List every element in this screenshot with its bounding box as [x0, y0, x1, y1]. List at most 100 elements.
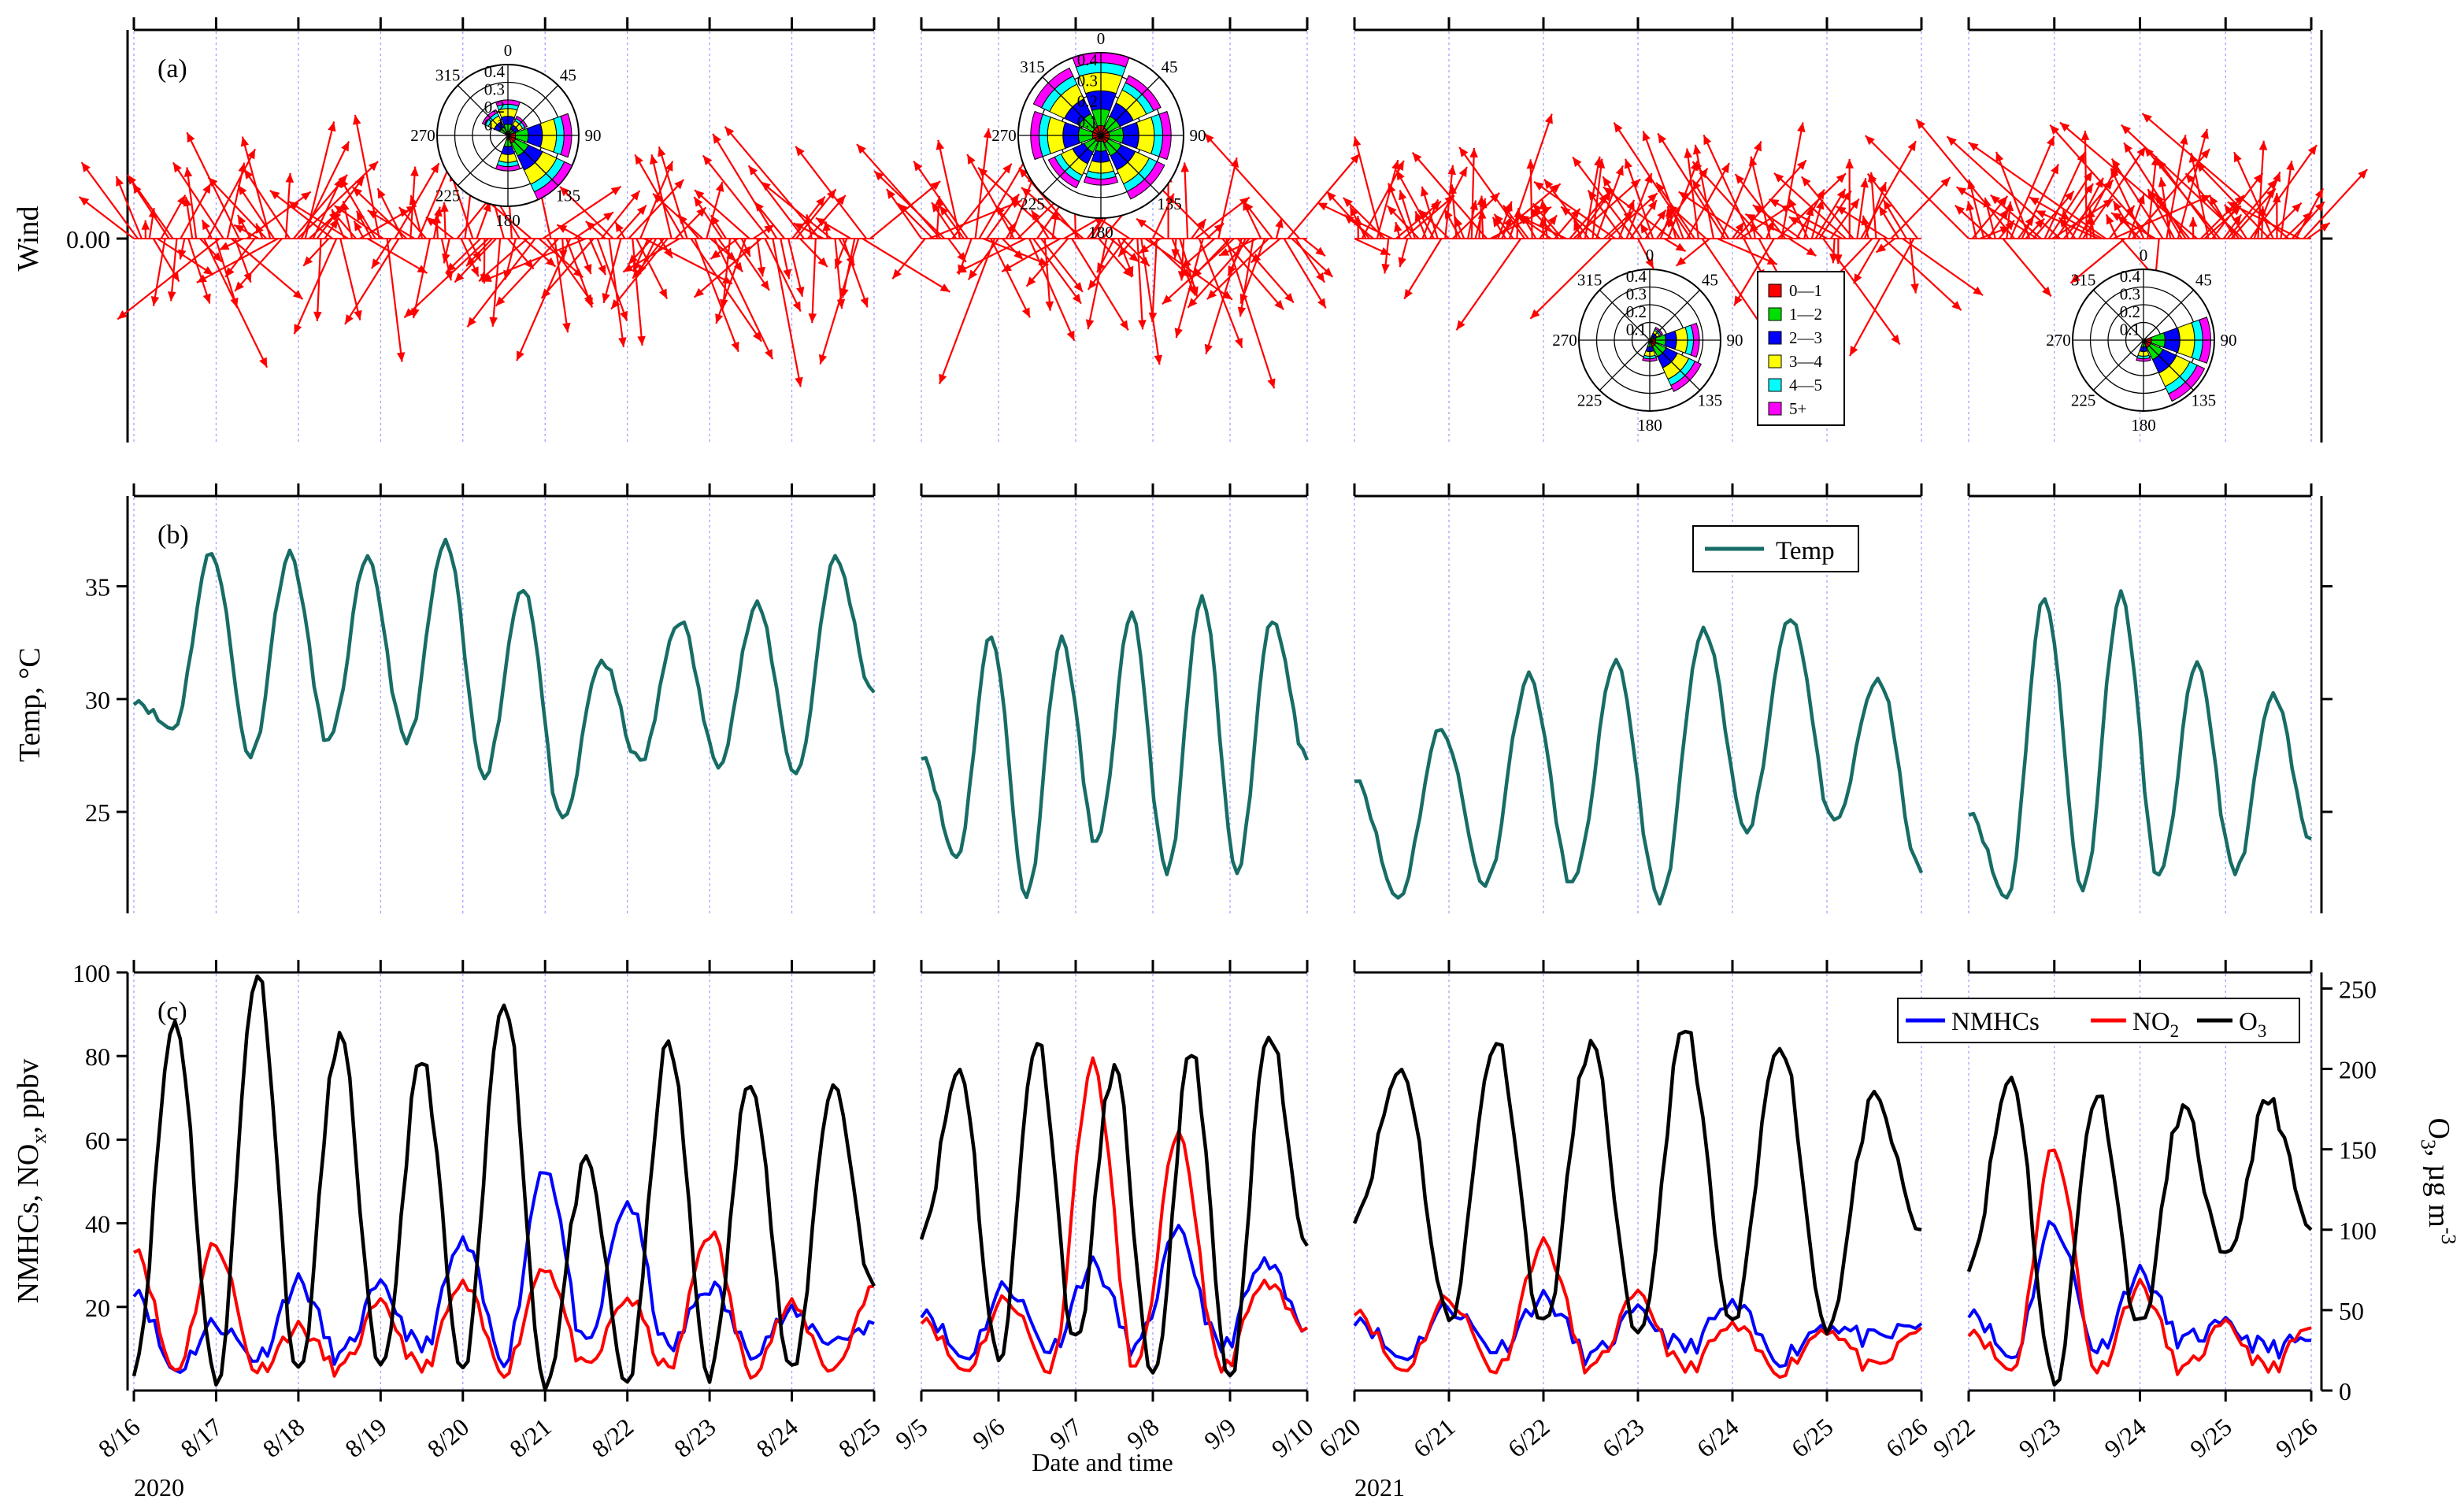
wind-vector-head — [1666, 217, 1676, 228]
wind-vector-head — [1754, 141, 1762, 152]
wind-vector — [237, 184, 276, 239]
wind-vector-head — [2273, 172, 2281, 183]
wind-vector-head — [288, 201, 299, 210]
wind-vector-head — [815, 217, 826, 227]
wind-vector-head — [1388, 183, 1396, 194]
wind-vector — [610, 238, 669, 310]
wind-vector-head — [203, 266, 213, 275]
wind-vector-head — [796, 286, 805, 297]
wind-vector-head — [1421, 186, 1429, 197]
x-tick-label: 6/26 — [1880, 1413, 1933, 1463]
temp-ytick-label: 35 — [85, 573, 110, 602]
wind-vector-head — [368, 161, 379, 172]
wind-vector-head — [1668, 204, 1678, 214]
wind-vector-head — [857, 144, 866, 154]
wind-vector-head — [116, 176, 124, 187]
wind-vector — [1087, 238, 1108, 330]
wind-vector-head — [1624, 158, 1632, 169]
wind-vector-head — [650, 154, 658, 165]
wind-vector-head — [1769, 198, 1780, 208]
wind-vector — [974, 128, 990, 239]
wind-vector-head — [430, 163, 439, 174]
wind-vector-head — [559, 186, 570, 197]
wind-vector-head — [1876, 243, 1887, 253]
wind-vector-head — [2059, 122, 2070, 132]
wind-vector-head — [1640, 223, 1649, 234]
wind-vector-head — [615, 222, 624, 233]
wind-vector-head — [1615, 165, 1624, 176]
wind-vector-head — [240, 136, 250, 147]
wind-vector-head — [731, 341, 739, 352]
wind-vector-head — [603, 212, 613, 221]
wind-vector-head — [1326, 191, 1336, 202]
wind-vector — [787, 238, 804, 297]
wind-vector-head — [2077, 152, 2085, 163]
rose-direction-label: 225 — [1577, 391, 1603, 409]
wind-vector-head — [1021, 307, 1030, 318]
wind-vector-head — [1503, 217, 1512, 228]
wind-vector-head — [1692, 161, 1703, 172]
rose-spoke — [457, 84, 509, 136]
wind-vector-head — [1951, 301, 1962, 311]
wind-vector-head — [2258, 206, 2267, 216]
wind-vector-head — [822, 221, 831, 231]
wind-vector-head — [818, 354, 828, 365]
wind-vector — [1239, 238, 1254, 317]
label-part: , µg m — [2422, 1150, 2455, 1228]
wind-vector — [1162, 238, 1235, 306]
chem-ytick-label: 40 — [85, 1210, 110, 1239]
wind-vector-head — [1692, 144, 1702, 155]
wind-vector — [1470, 147, 1476, 239]
wind-vector-head — [371, 258, 380, 269]
rose-direction-label: 180 — [2131, 416, 2156, 435]
wind-vector — [1325, 191, 1371, 239]
rose-ring-label: 0.4 — [1077, 50, 1099, 69]
wind-vector — [1444, 165, 1454, 239]
wind-vector-head — [995, 205, 1005, 216]
wind-vector-head — [2110, 168, 2119, 179]
wind-vector-head — [183, 167, 193, 177]
label-subscript: 3 — [2417, 1139, 2440, 1150]
wind-vector-head — [410, 166, 419, 176]
wind-vector-head — [585, 220, 596, 231]
wind-vector — [2280, 160, 2293, 239]
legend-speed-label: 1—2 — [1789, 305, 1822, 324]
wind-vector-head — [170, 271, 180, 282]
wind-vector — [196, 238, 279, 283]
wind-vector-head — [1469, 147, 1478, 157]
temp-axis-label: Temp, °C — [13, 647, 46, 762]
wind-vector-head — [1502, 205, 1513, 216]
wind-vector — [2227, 201, 2300, 239]
wind-vector-head — [1735, 174, 1745, 184]
wind-vector-head — [1395, 161, 1404, 172]
rose-direction-label: 45 — [1161, 57, 1177, 76]
wind-vector-head — [1456, 320, 1465, 331]
rose-direction-label: 45 — [1702, 271, 1718, 290]
wind-vector-head — [1097, 262, 1106, 273]
wind-vector — [811, 238, 817, 324]
wind-vector — [1642, 131, 1684, 239]
wind-vector-head — [1573, 220, 1582, 231]
wind-vector-head — [1850, 346, 1858, 356]
wind-vector-head — [892, 268, 902, 280]
wind-vector-head — [665, 161, 673, 172]
wind-vector-head — [1703, 135, 1712, 146]
x-tick-label: 9/24 — [2099, 1413, 2151, 1463]
legend-swatch — [1768, 283, 1782, 298]
wind-vector-head — [1454, 217, 1463, 228]
wind-vector-head — [1412, 152, 1422, 163]
wind-vector-head — [1026, 276, 1036, 287]
wind-vector-head — [733, 261, 743, 272]
legend-swatch — [1768, 331, 1782, 345]
wind-vector — [1291, 238, 1334, 278]
wind-vector-head — [1267, 378, 1276, 389]
rose-spoke — [457, 135, 509, 187]
wind-vector-head — [1883, 199, 1892, 210]
wind-vector — [394, 162, 440, 239]
wind-vector-head — [81, 162, 91, 172]
x-tick-label: 8/20 — [422, 1413, 475, 1463]
wind-vector-head — [1998, 195, 2008, 206]
wind-vector — [2051, 198, 2114, 239]
wind-vector-head — [956, 265, 967, 273]
wind-vector-head — [1394, 222, 1402, 232]
